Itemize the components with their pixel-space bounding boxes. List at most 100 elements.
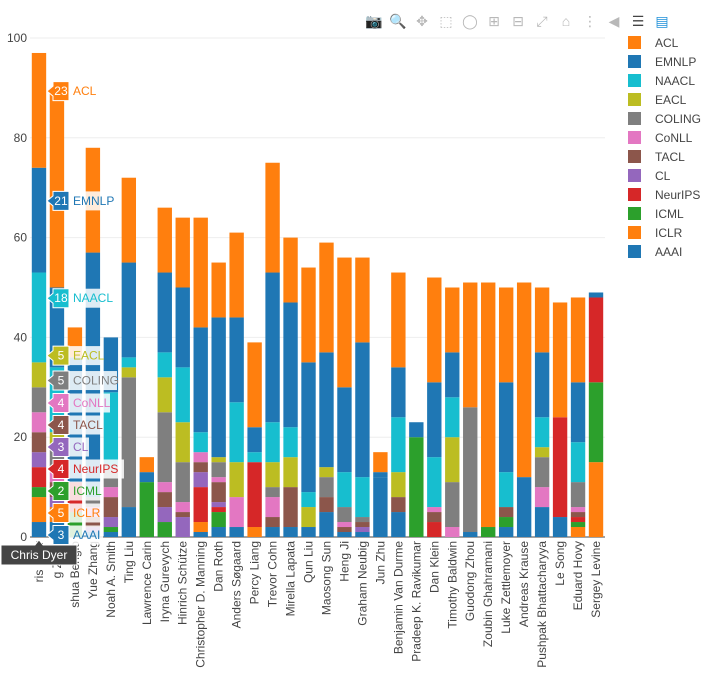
bar-segment-coling[interactable] bbox=[570, 482, 586, 508]
bar-segment-iclr[interactable] bbox=[588, 462, 604, 537]
bar-segment-conll[interactable] bbox=[175, 502, 190, 513]
bar-segment-acl[interactable] bbox=[427, 277, 442, 383]
autoscale-icon[interactable]: ⤢ bbox=[536, 13, 548, 29]
bar-segment-cl[interactable] bbox=[175, 517, 190, 537]
bar-segment-coling[interactable] bbox=[211, 462, 226, 478]
bar-segment-icml[interactable] bbox=[211, 512, 226, 528]
bar-segment-tacl[interactable] bbox=[157, 492, 172, 508]
bar-segment-emnlp[interactable] bbox=[588, 292, 604, 298]
bar-segment-neurips[interactable] bbox=[570, 517, 586, 523]
bar-segment-acl[interactable] bbox=[337, 257, 352, 388]
legend-item-eacl[interactable]: EACL bbox=[628, 90, 701, 109]
bar-segment-aaai[interactable] bbox=[31, 522, 47, 537]
bar-segment-tacl[interactable] bbox=[498, 507, 514, 518]
bar-segment-aaai[interactable] bbox=[552, 517, 568, 537]
bar-segment-tacl[interactable] bbox=[391, 497, 406, 513]
bar-segment-naacl[interactable] bbox=[427, 457, 442, 508]
bar-segment-acl[interactable] bbox=[265, 162, 280, 273]
bar-segment-acl[interactable] bbox=[139, 457, 154, 473]
bar-segment-emnlp[interactable] bbox=[121, 262, 137, 358]
legend-item-conll[interactable]: CoNLL bbox=[628, 128, 701, 147]
bar-segment-emnlp[interactable] bbox=[211, 317, 226, 458]
bar-segment-aaai[interactable] bbox=[121, 507, 137, 537]
bar-segment-tacl[interactable] bbox=[337, 527, 352, 533]
bar-segment-tacl[interactable] bbox=[175, 512, 190, 518]
bar-segment-coling[interactable] bbox=[121, 377, 137, 508]
bar-segment-naacl[interactable] bbox=[337, 472, 352, 508]
bar-segment-acl[interactable] bbox=[534, 287, 550, 353]
bar-segment-emnlp[interactable] bbox=[498, 382, 514, 473]
bar-segment-naacl[interactable] bbox=[498, 472, 514, 508]
bar-segment-eacl[interactable] bbox=[319, 467, 334, 478]
bar-segment-tacl[interactable] bbox=[265, 517, 280, 528]
bar-segment-naacl[interactable] bbox=[283, 427, 298, 458]
bar-segment-icml[interactable] bbox=[409, 437, 424, 537]
bar-segment-eacl[interactable] bbox=[229, 462, 244, 498]
bar-segment-neurips[interactable] bbox=[427, 522, 442, 537]
bar-segment-naacl[interactable] bbox=[31, 272, 47, 363]
bar-segment-naacl[interactable] bbox=[570, 442, 586, 483]
bar-segment-tacl[interactable] bbox=[103, 497, 119, 518]
bar-segment-neurips[interactable] bbox=[247, 462, 262, 528]
bar-segment-neurips[interactable] bbox=[552, 417, 568, 518]
bar-segment-eacl[interactable] bbox=[391, 472, 406, 498]
bar-segment-acl[interactable] bbox=[355, 257, 370, 343]
bar-segment-conll[interactable] bbox=[337, 522, 352, 528]
bar-segment-conll[interactable] bbox=[31, 412, 47, 433]
legend-item-coling[interactable]: COLING bbox=[628, 109, 701, 128]
bar-segment-tacl[interactable] bbox=[283, 487, 298, 528]
bar-segment-eacl[interactable] bbox=[175, 422, 190, 463]
bar-segment-coling[interactable] bbox=[31, 387, 47, 413]
bar-segment-conll[interactable] bbox=[445, 527, 460, 537]
bar-segment-eacl[interactable] bbox=[301, 507, 316, 528]
bar-segment-emnlp[interactable] bbox=[445, 352, 460, 398]
bar-segment-emnlp[interactable] bbox=[193, 327, 208, 433]
bar-segment-acl[interactable] bbox=[229, 232, 244, 318]
bar-segment-naacl[interactable] bbox=[229, 402, 244, 463]
bar-segment-aaai[interactable] bbox=[373, 477, 388, 537]
bar-segment-tacl[interactable] bbox=[211, 482, 226, 503]
legend-item-acl[interactable]: ACL bbox=[628, 33, 701, 52]
bar-segment-emnlp[interactable] bbox=[409, 422, 424, 438]
bar-segment-tacl[interactable] bbox=[31, 432, 47, 453]
bar-segment-eacl[interactable] bbox=[157, 377, 172, 413]
bar-segment-iclr[interactable] bbox=[31, 497, 47, 523]
bar-segment-acl[interactable] bbox=[31, 52, 47, 168]
legend-item-icml[interactable]: ICML bbox=[628, 204, 701, 223]
bar-segment-emnlp[interactable] bbox=[247, 427, 262, 453]
legend-item-neurips[interactable]: NeurIPS bbox=[628, 185, 701, 204]
bar-segment-naacl[interactable] bbox=[355, 477, 370, 518]
bar-segment-cl[interactable] bbox=[157, 507, 172, 523]
legend-item-cl[interactable]: CL bbox=[628, 166, 701, 185]
bar-segment-icml[interactable] bbox=[588, 382, 604, 463]
bar-segment-emnlp[interactable] bbox=[265, 272, 280, 423]
bar-segment-naacl[interactable] bbox=[247, 452, 262, 463]
bar-segment-acl[interactable] bbox=[391, 272, 406, 368]
bar-segment-tacl[interactable] bbox=[570, 512, 586, 518]
bar-segment-emnlp[interactable] bbox=[391, 367, 406, 418]
bar-segment-acl[interactable] bbox=[157, 207, 172, 273]
bar-segment-naacl[interactable] bbox=[175, 367, 190, 423]
bar-segment-cl[interactable] bbox=[103, 517, 119, 528]
pan-icon[interactable]: ✥ bbox=[416, 13, 428, 29]
bar-segment-acl[interactable] bbox=[552, 302, 568, 418]
bar-stacks[interactable] bbox=[31, 52, 604, 537]
bar-segment-coling[interactable] bbox=[445, 482, 460, 528]
bar-segment-eacl[interactable] bbox=[121, 367, 137, 378]
bar-segment-emnlp[interactable] bbox=[139, 472, 154, 483]
legend-item-aaai[interactable]: AAAI bbox=[628, 242, 701, 261]
bar-segment-tacl[interactable] bbox=[193, 462, 208, 473]
bar-segment-acl[interactable] bbox=[283, 237, 298, 303]
zoom-out-icon[interactable]: ⊟ bbox=[512, 13, 524, 29]
bar-segment-icml[interactable] bbox=[481, 527, 496, 537]
bar-segment-icml[interactable] bbox=[498, 517, 514, 528]
bar-segment-coling[interactable] bbox=[534, 457, 550, 488]
bar-segment-acl[interactable] bbox=[373, 452, 388, 473]
bar-segment-acl[interactable] bbox=[49, 87, 65, 288]
bar-segment-emnlp[interactable] bbox=[427, 382, 442, 458]
bar-segment-cl[interactable] bbox=[193, 472, 208, 488]
bar-segment-naacl[interactable] bbox=[121, 357, 137, 368]
bar-segment-icml[interactable] bbox=[31, 487, 47, 498]
bar-segment-conll[interactable] bbox=[157, 482, 172, 493]
zoom-icon[interactable]: 🔍 bbox=[389, 13, 407, 29]
